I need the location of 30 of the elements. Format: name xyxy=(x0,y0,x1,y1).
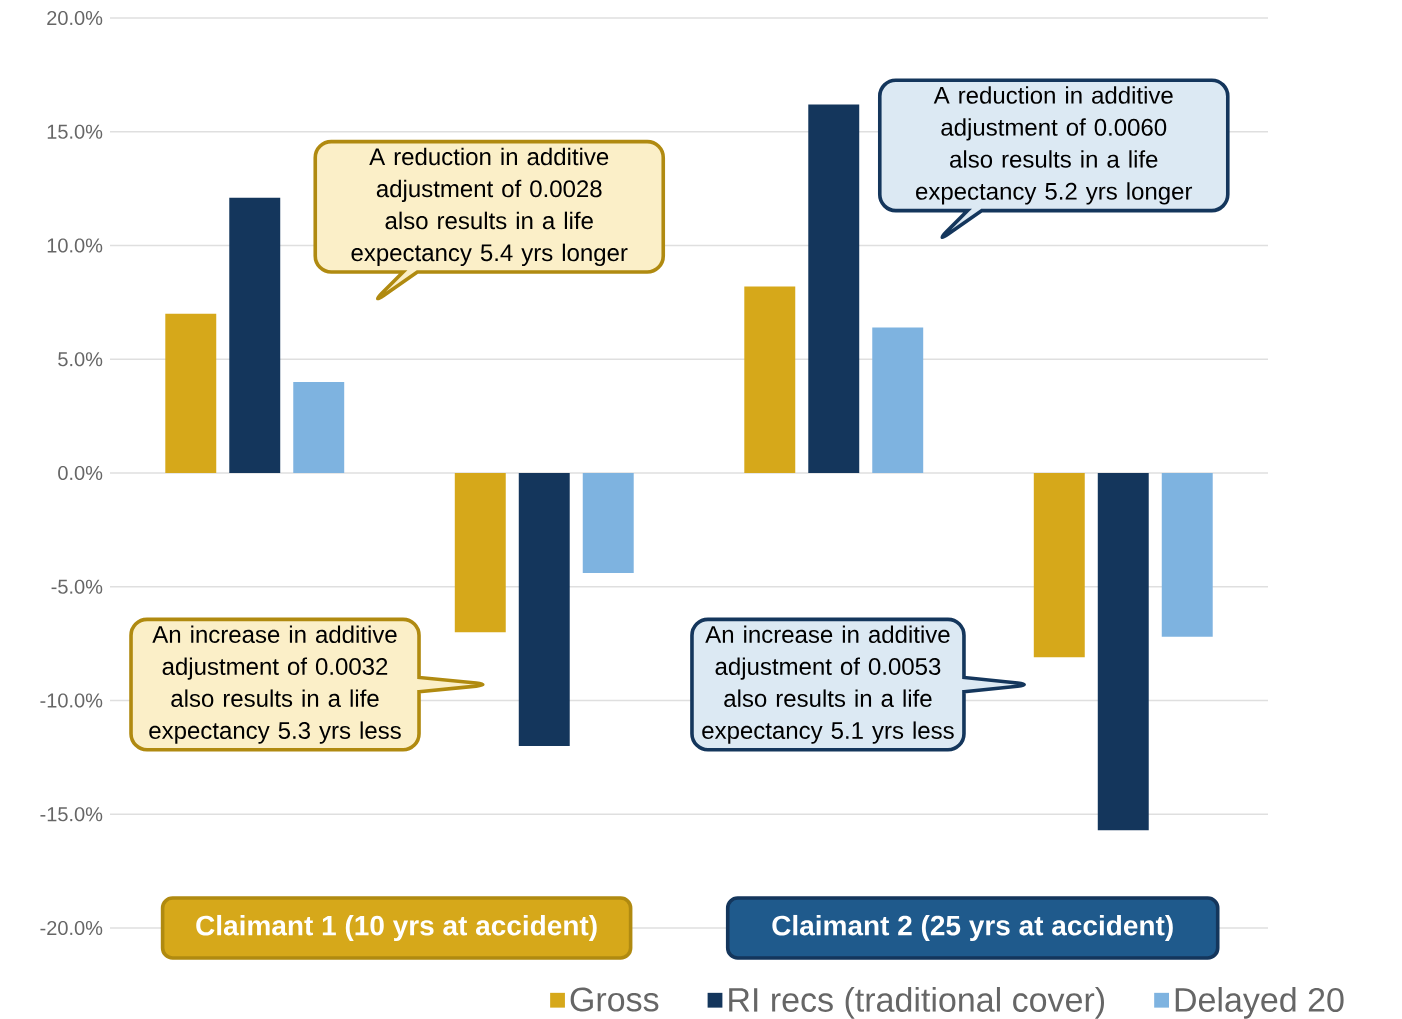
y-tick-label: -5.0% xyxy=(51,579,103,594)
bar xyxy=(582,473,634,574)
bar xyxy=(808,104,860,473)
annotation: An increase in additive adjustment of 0.0053 also results in a life expectancy 5.1 yrs less xyxy=(702,625,954,744)
legend-label: RI recs (traditional cover) xyxy=(729,987,1105,1019)
y-tick-label: -10.0% xyxy=(40,693,103,708)
bar xyxy=(744,286,796,473)
legend-label: Gross xyxy=(570,987,659,1012)
annotation: Claimant 1 (10 yrs at accident) xyxy=(196,914,597,942)
bar xyxy=(293,382,345,473)
legend-label: Delayed 20 xyxy=(1175,987,1344,1019)
y-tick-label: -15.0% xyxy=(40,807,103,822)
annotation: A reduction in additive adjustment of 0.0028 also results in a life expectancy 5.4 yrs longer xyxy=(351,147,628,267)
y-tick-label: 10.0% xyxy=(47,238,103,253)
bar xyxy=(1161,473,1213,637)
annotation: A reduction in additive adjustment of 0.0060 also results in a life expectancy 5.2 yrs longer xyxy=(916,86,1193,205)
bar xyxy=(165,313,217,473)
y-tick-label: 5.0% xyxy=(58,352,103,367)
bar xyxy=(229,197,281,473)
bar xyxy=(518,473,570,746)
annotation: An increase in additive adjustment of 0.0032 also results in a life expectancy 5.3 yrs less xyxy=(149,625,401,744)
bar xyxy=(454,473,506,633)
y-tick-label: 20.0% xyxy=(47,10,103,26)
bar xyxy=(1033,473,1085,658)
bar xyxy=(872,327,924,473)
annotation: Claimant 2 (25 yrs at accident) xyxy=(772,914,1173,942)
bar xyxy=(1097,473,1149,831)
y-tick-label: 0.0% xyxy=(58,465,103,481)
y-tick-label: -20.0% xyxy=(40,920,103,936)
y-tick-label: 15.0% xyxy=(47,124,103,139)
